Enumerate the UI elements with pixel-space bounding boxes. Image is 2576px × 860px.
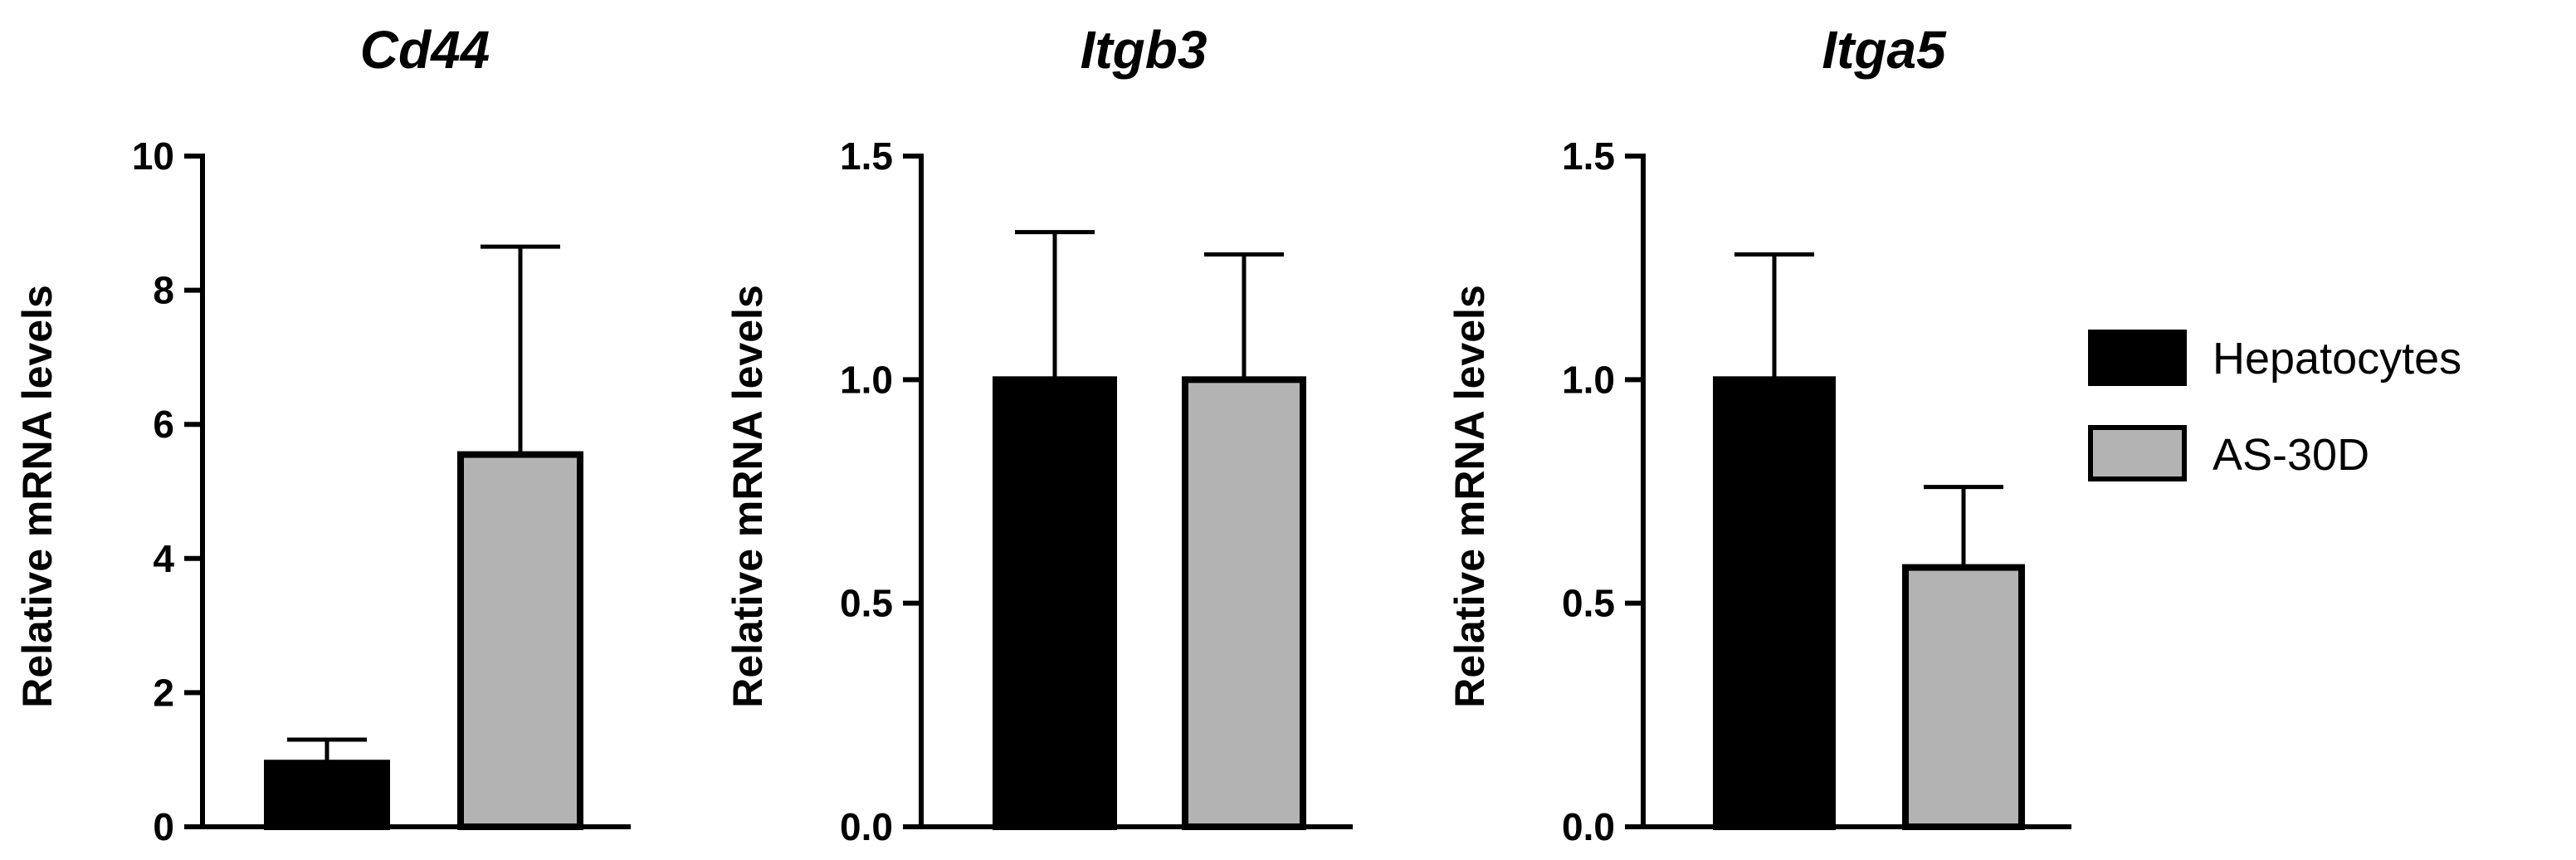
y-axis-label: Relative mRNA levels: [14, 285, 61, 708]
bar-hepatocytes: [264, 760, 390, 830]
y-tick-label: 0.0: [1562, 805, 1615, 848]
y-tick-label: 8: [153, 269, 174, 312]
chart-panel-cd44: Cd44 Relative mRNA levels 0 2 4 6 8 10: [14, 20, 631, 848]
y-tick-label: 4: [153, 537, 174, 580]
y-tick-label: 10: [132, 134, 174, 178]
chart-panel-itga5: Itga5 Relative mRNA levels 0.0 0.5 1.0 1.5: [1447, 20, 2071, 848]
y-tick-label: 6: [153, 403, 174, 446]
y-tick-label: 0.5: [1562, 582, 1615, 625]
legend-swatch-hepatocytes: [2088, 330, 2187, 386]
legend-swatch-as30d: [2088, 425, 2187, 481]
y-axis-label: Relative mRNA levels: [724, 285, 771, 708]
legend-label-hepatocytes: Hepatocytes: [2213, 334, 2461, 384]
bar-as30d: [1902, 564, 2025, 830]
y-axis-label: Relative mRNA levels: [1447, 285, 1493, 708]
bar-as30d: [1182, 376, 1306, 831]
chart-panel-itgb3: Itgb3 Relative mRNA levels 0.0 0.5 1.0 1.5: [724, 20, 1353, 848]
chart-panels: Cd44 Relative mRNA levels 0 2 4 6 8 10 Itgb3 Rela…: [14, 20, 2071, 848]
bar-hepatocytes: [1713, 376, 1836, 831]
y-tick-label: 1.5: [840, 134, 893, 178]
chart-title: Itga5: [1822, 20, 1947, 80]
y-tick-label: 1.5: [1562, 134, 1615, 178]
y-tick-label: 0.5: [840, 582, 893, 625]
bar-as30d: [457, 451, 583, 830]
chart-title: Cd44: [360, 20, 490, 80]
legend-label-as30d: AS-30D: [2213, 430, 2369, 480]
y-tick-label: 1.0: [1562, 358, 1615, 401]
legend: Hepatocytes AS-30D: [2088, 330, 2461, 481]
y-tick-label: 0.0: [840, 805, 893, 848]
y-tick-label: 0: [153, 805, 174, 848]
y-tick-label: 2: [153, 671, 174, 714]
chart-title: Itgb3: [1081, 20, 1208, 80]
y-tick-label: 1.0: [840, 358, 893, 401]
bar-hepatocytes: [993, 376, 1117, 831]
